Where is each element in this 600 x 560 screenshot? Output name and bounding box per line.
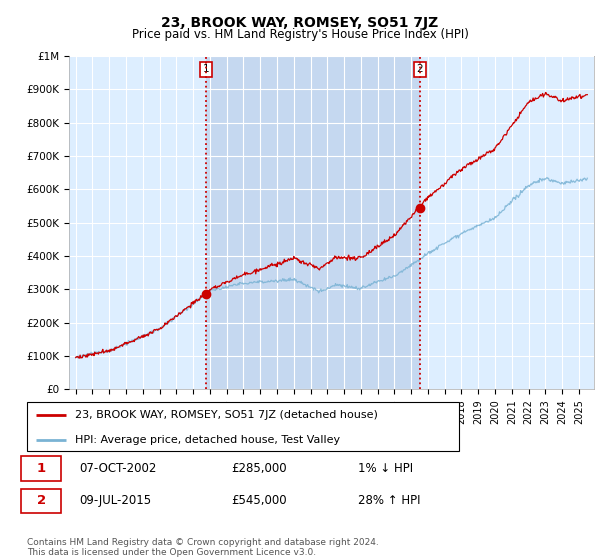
Text: 23, BROOK WAY, ROMSEY, SO51 7JZ (detached house): 23, BROOK WAY, ROMSEY, SO51 7JZ (detache… [74, 410, 377, 421]
FancyBboxPatch shape [27, 402, 459, 451]
Text: 2: 2 [37, 494, 46, 507]
Text: £285,000: £285,000 [231, 461, 287, 475]
Text: £545,000: £545,000 [231, 494, 287, 507]
Text: 2: 2 [416, 64, 423, 74]
Text: 1: 1 [37, 461, 46, 475]
Text: 23, BROOK WAY, ROMSEY, SO51 7JZ: 23, BROOK WAY, ROMSEY, SO51 7JZ [161, 16, 439, 30]
Text: 1% ↓ HPI: 1% ↓ HPI [358, 461, 413, 475]
Text: 09-JUL-2015: 09-JUL-2015 [79, 494, 152, 507]
Text: HPI: Average price, detached house, Test Valley: HPI: Average price, detached house, Test… [74, 435, 340, 445]
FancyBboxPatch shape [22, 489, 61, 513]
Bar [206, 56, 420, 389]
Text: 28% ↑ HPI: 28% ↑ HPI [358, 494, 421, 507]
Text: Contains HM Land Registry data © Crown copyright and database right 2024.
This d: Contains HM Land Registry data © Crown c… [27, 538, 379, 557]
Text: 1: 1 [203, 64, 209, 74]
Text: Price paid vs. HM Land Registry's House Price Index (HPI): Price paid vs. HM Land Registry's House … [131, 28, 469, 41]
FancyBboxPatch shape [22, 456, 61, 480]
Text: 07-OCT-2002: 07-OCT-2002 [79, 461, 157, 475]
